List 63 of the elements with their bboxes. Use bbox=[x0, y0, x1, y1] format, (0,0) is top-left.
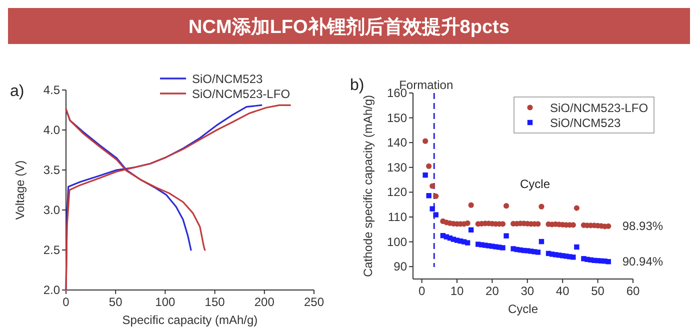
y-axis-title: Voltage (V) bbox=[13, 160, 27, 220]
point bbox=[538, 238, 544, 244]
point bbox=[504, 233, 509, 238]
y-tick-label: 2.0 bbox=[43, 283, 60, 297]
point bbox=[464, 240, 470, 246]
point bbox=[503, 203, 510, 209]
y-tick-label: 140 bbox=[386, 136, 408, 150]
x-tick-label: 200 bbox=[254, 295, 275, 309]
point bbox=[574, 244, 580, 250]
x-tick-label: 0 bbox=[62, 295, 70, 309]
point bbox=[468, 227, 474, 232]
point bbox=[606, 259, 611, 264]
legend-label: SiO/NCM523 bbox=[192, 72, 264, 86]
y-tick-label: 2.5 bbox=[43, 243, 60, 257]
point bbox=[433, 193, 439, 199]
x-tick-label: 150 bbox=[204, 295, 226, 309]
point bbox=[606, 223, 612, 229]
point bbox=[570, 254, 576, 260]
x-tick-label: 100 bbox=[155, 295, 176, 309]
x-tick-label: 0 bbox=[418, 284, 426, 298]
x-tick-label: 20 bbox=[486, 284, 500, 298]
y-tick-label: 4.5 bbox=[43, 83, 60, 97]
text: b) bbox=[350, 77, 364, 94]
y-tick-label: 130 bbox=[386, 160, 408, 174]
point bbox=[535, 250, 541, 255]
annotation: Cycle bbox=[520, 177, 550, 191]
x-tick-label: 10 bbox=[450, 284, 464, 298]
chart-title: NCM添加LFO补锂剂后首效提升8pcts bbox=[188, 16, 510, 38]
point bbox=[500, 245, 506, 250]
text: a) bbox=[10, 83, 24, 100]
point bbox=[433, 212, 438, 218]
point bbox=[574, 205, 580, 211]
point bbox=[422, 138, 428, 144]
y-tick-label: 120 bbox=[386, 185, 408, 200]
legend-label: SiO/NCM523 bbox=[550, 116, 622, 130]
y-tick-label: 110 bbox=[388, 210, 408, 224]
point bbox=[422, 172, 428, 178]
point bbox=[464, 220, 470, 226]
x-tick-label: 40 bbox=[556, 284, 570, 298]
x-tick-label: 50 bbox=[591, 284, 605, 298]
y-tick-label: 3.5 bbox=[43, 163, 60, 177]
point bbox=[426, 193, 432, 198]
x-tick-label: 50 bbox=[108, 295, 123, 309]
point bbox=[538, 204, 544, 210]
point bbox=[426, 163, 432, 169]
y-axis-title: Cathode specific capacity (mAh/g) bbox=[361, 94, 375, 278]
legend-label: SiO/NCM523-LFO bbox=[192, 87, 290, 101]
y-tick-label: 150 bbox=[386, 110, 408, 125]
x-tick-label: 250 bbox=[304, 295, 324, 309]
x-axis-title: Cycle bbox=[508, 302, 538, 316]
y-tick-label: 4.0 bbox=[43, 123, 60, 137]
legend-label: SiO/NCM523-LFO bbox=[550, 101, 648, 115]
point bbox=[468, 202, 474, 208]
y-tick-label: 3.0 bbox=[43, 203, 60, 217]
x-tick-label: 60 bbox=[626, 284, 640, 298]
x-axis-title: Specific capacity (mAh/g) bbox=[122, 313, 258, 327]
y-tick-label: 90 bbox=[394, 260, 408, 274]
annotation: 98.93% bbox=[622, 219, 664, 234]
annotation: 90.94% bbox=[622, 254, 664, 269]
point bbox=[430, 206, 435, 212]
x-tick-label: 30 bbox=[520, 284, 534, 298]
point bbox=[430, 183, 436, 189]
y-tick-label: 100 bbox=[386, 234, 408, 249]
